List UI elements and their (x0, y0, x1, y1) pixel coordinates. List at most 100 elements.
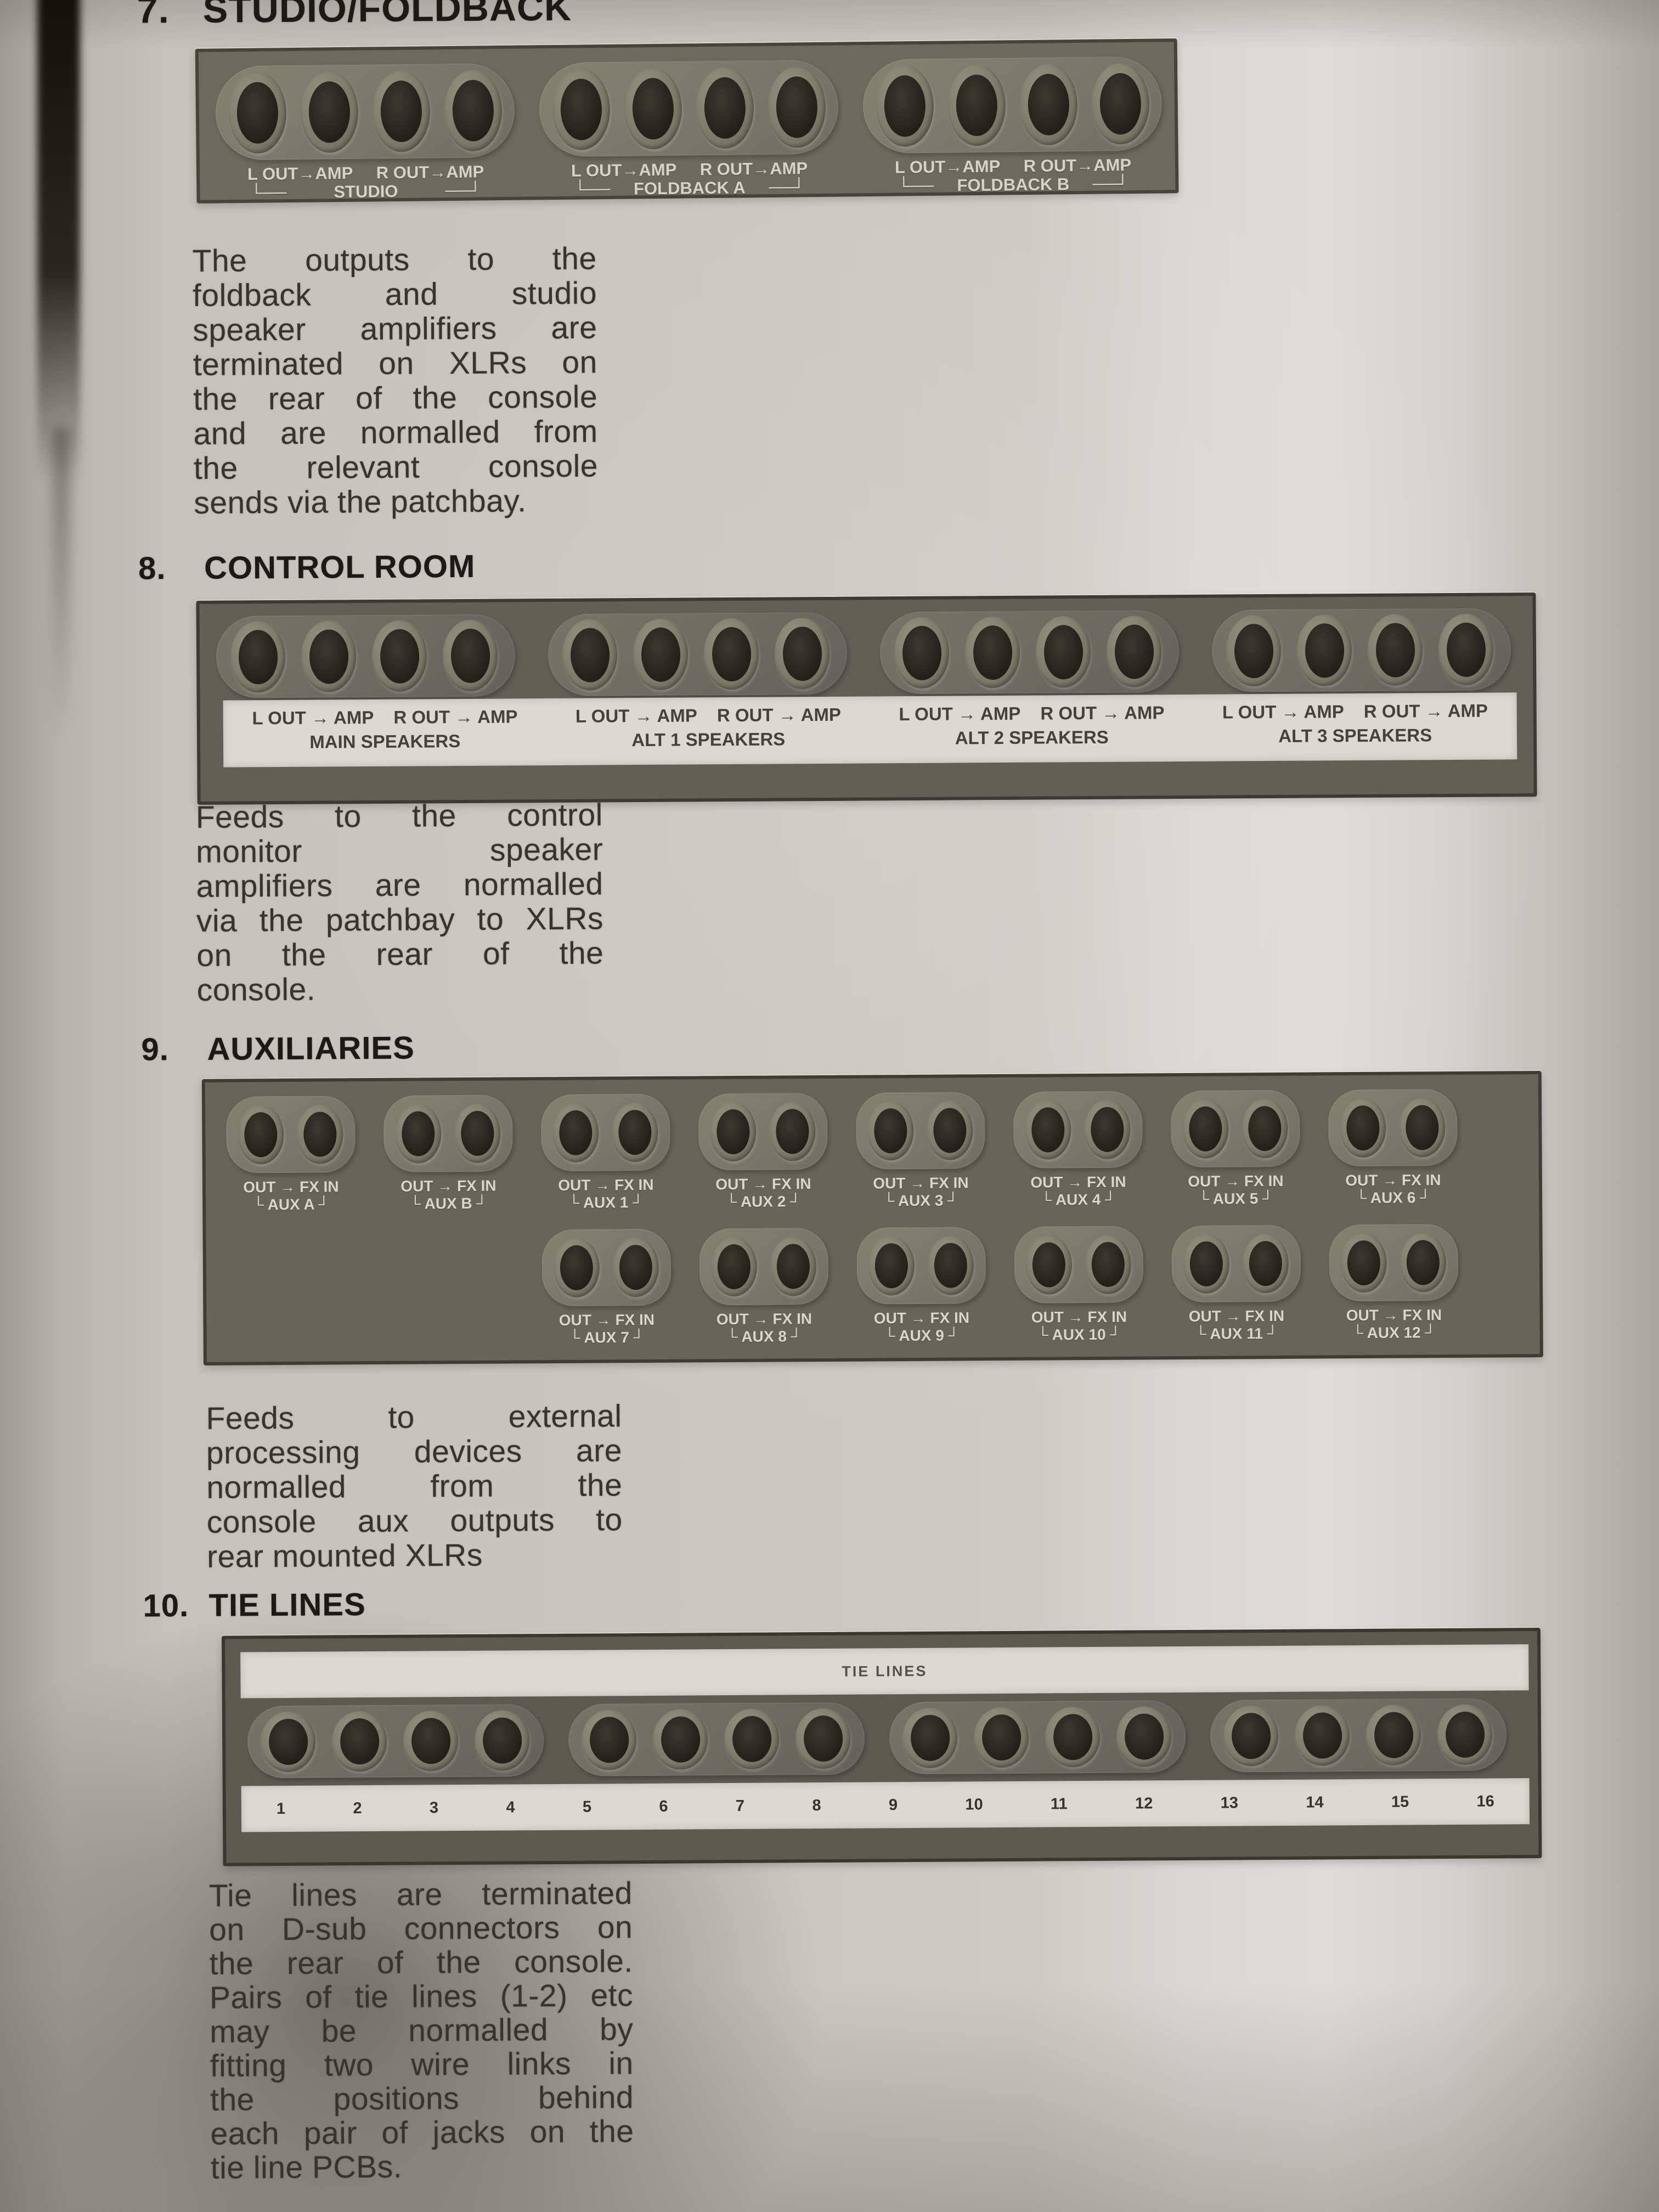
jack-hole (981, 1714, 1021, 1761)
jack-group-label-line2: ALT 3 SPEAKERS (1278, 725, 1432, 746)
jack-socket (1365, 1705, 1421, 1765)
jack-socket (372, 70, 431, 153)
jack-group-pod (540, 1093, 670, 1172)
jack-group-pod (1328, 1088, 1458, 1167)
tie-line-number: 1 (276, 1799, 286, 1818)
jack-socket (1399, 1098, 1446, 1158)
jack-group-label-line1: OUT → FX IN (243, 1178, 339, 1196)
auxiliaries-description: Feeds to external processing devices are n… (206, 1398, 623, 1575)
paragraph-line: terminated on XLRs on (193, 345, 598, 382)
jack-socket (1226, 614, 1282, 687)
jack-group-pod (1170, 1090, 1300, 1168)
jack-socket (1400, 1233, 1447, 1293)
jack-group-pod (247, 1704, 544, 1779)
control-room-label-strip: L OUT → AMP R OUT → AMP MAIN SPEAKERS L OU… (223, 692, 1517, 768)
jack-hole (303, 1111, 337, 1157)
jack-socket (612, 1102, 658, 1163)
paragraph-line: normalled from the (206, 1468, 623, 1505)
section-title: CONTROL ROOM (204, 548, 476, 586)
jack-socket (696, 67, 754, 149)
jack-socket (964, 616, 1020, 689)
tie-line-number: 13 (1220, 1793, 1239, 1812)
paragraph-line: speaker amplifiers are (193, 310, 597, 348)
bracket-glyph: └── (250, 183, 287, 202)
jack-socket (710, 1102, 757, 1162)
jack-socket (876, 65, 934, 147)
jack-hole (732, 1716, 771, 1763)
jack-socket (331, 1711, 387, 1772)
paragraph-line: the relevant console (193, 448, 599, 486)
jack-socket (1242, 1233, 1289, 1294)
jack-group-pod (383, 1094, 513, 1172)
jack-socket (867, 1101, 914, 1161)
jack-hole (1374, 1712, 1413, 1758)
jack-group-pod (856, 1227, 986, 1305)
jack-group-label-line1: L OUT → AMP R OUT → AMP (899, 702, 1165, 725)
jack-hole (452, 80, 494, 142)
jack-hole (560, 78, 602, 140)
jack-socket (770, 1237, 817, 1296)
jack-hole (589, 1717, 629, 1763)
jack-group-pod (1014, 1226, 1144, 1304)
jack-group-label-line2: └ AUX 5 ┘ (1198, 1189, 1274, 1207)
jack-hole (1347, 1240, 1381, 1286)
jack-socket (927, 1101, 973, 1160)
auxiliaries-jack-panel: OUT → FX IN └ AUX A ┘ OUT → FX IN └ AUX B ┘… (201, 1070, 1543, 1365)
jack-group-label-line1: OUT → FX IN (558, 1311, 655, 1329)
tie-line-number: 11 (1050, 1795, 1068, 1813)
jack-socket (1085, 1234, 1132, 1295)
jack-socket (1116, 1706, 1172, 1767)
jack-socket (973, 1707, 1029, 1768)
jack-socket (371, 620, 427, 692)
jack-socket (947, 64, 1006, 146)
jack-hole (268, 1718, 308, 1765)
jack-hole (1302, 1712, 1342, 1759)
jack-socket (1296, 614, 1352, 686)
jack-hole (661, 1716, 700, 1763)
jack-socket (1106, 616, 1162, 687)
jack-hole (874, 1243, 909, 1289)
jack-group-label-line1: OUT → FX IN (1030, 1173, 1126, 1191)
jack-group-pod (225, 1096, 356, 1173)
jack-group-pod (541, 1228, 672, 1307)
section-number: 10. (143, 1588, 189, 1624)
jack-socket (703, 618, 759, 690)
jack-hole (380, 628, 419, 684)
jack-socket (710, 1237, 758, 1297)
paragraph-line: The outputs to the (192, 241, 597, 279)
jack-socket (1182, 1099, 1229, 1159)
jack-group-label-line2: MAIN SPEAKERS (309, 731, 461, 752)
jack-group-label-line2: └ AUX B ┘ (409, 1194, 488, 1212)
jack-socket (894, 617, 950, 689)
jack-hole (482, 1717, 522, 1764)
jack-group-pod (538, 59, 839, 157)
jack-hole (618, 1109, 652, 1155)
bracket-glyph: └── (898, 176, 934, 196)
jack-group-label-line2: └ AUX 10 ┘ (1037, 1325, 1121, 1344)
jack-hole (308, 81, 351, 143)
jack-hole (716, 1109, 750, 1155)
tie-line-number: 3 (429, 1798, 439, 1816)
control-room-jack-panel: L OUT → AMP R OUT → AMP MAIN SPEAKERS L OU… (196, 592, 1537, 805)
paragraph-line: Pairs of tie lines (1-2) etc (209, 1978, 634, 2016)
jack-group-label-line2: └ AUX 4 ┘ (1041, 1190, 1116, 1209)
jack-group-pod (1211, 608, 1511, 692)
jack-socket (1367, 614, 1423, 686)
jack-group-label-line1: OUT → FX IN (716, 1310, 812, 1328)
jack-socket (1242, 1098, 1288, 1159)
jack-hole (1446, 622, 1486, 677)
jack-socket (553, 1238, 600, 1298)
jack-hole (236, 82, 279, 144)
jack-hole (884, 75, 926, 137)
jack-group-pod (879, 610, 1180, 695)
jack-socket (1019, 64, 1078, 146)
jack-hole (1305, 623, 1344, 678)
jack-group-label-line2: └ AUX 6 ┘ (1356, 1189, 1431, 1207)
tie-lines-strip-title: TIE LINES (842, 1662, 928, 1680)
jack-group-label: L OUT → AMP R OUT → AMP ALT 3 SPEAKERS (1193, 692, 1517, 761)
jack-socket (1183, 1234, 1230, 1294)
jack-socket (652, 1709, 708, 1770)
jack-hole (933, 1108, 967, 1153)
jack-hole (782, 626, 822, 681)
tie-lines-number-strip: 1 2 3 4 5 6 7 8 9 10 11 12 13 14 15 16 (241, 1778, 1530, 1832)
